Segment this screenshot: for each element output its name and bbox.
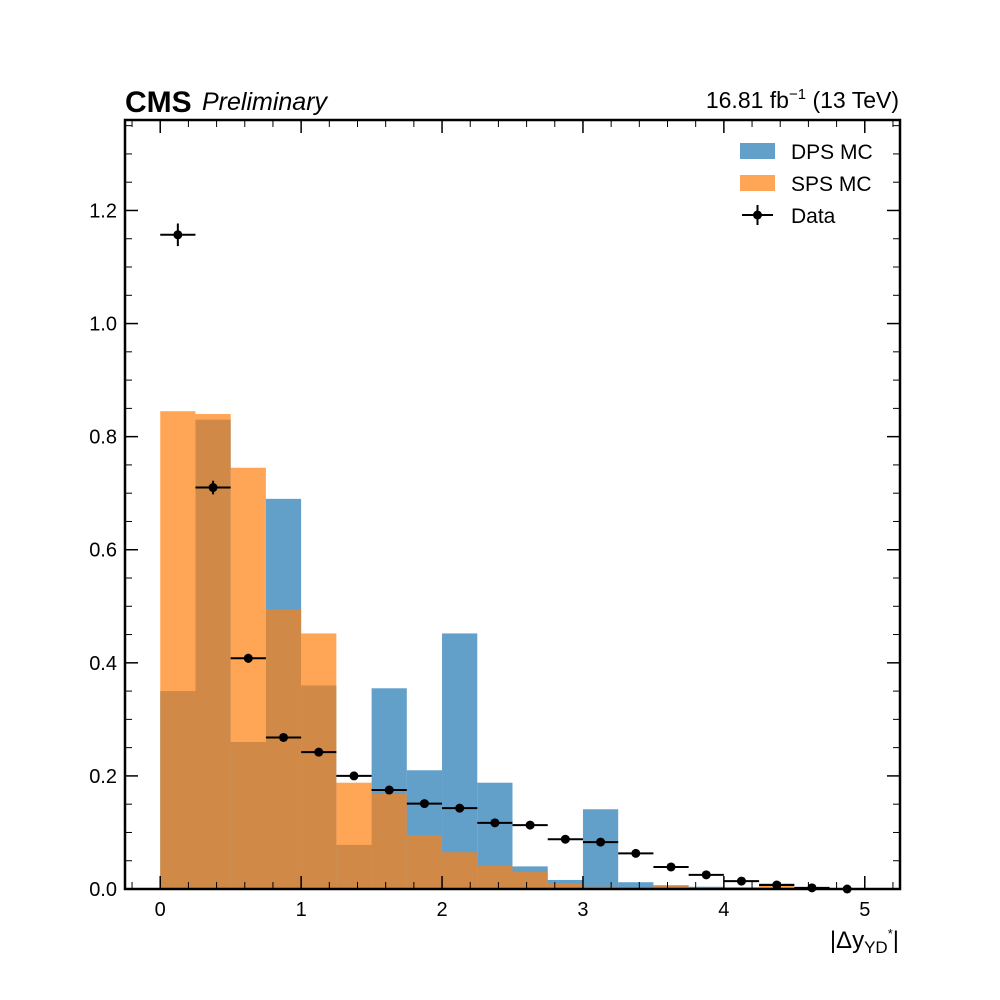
- data-point: [419, 799, 429, 809]
- legend-swatch-data: [753, 210, 762, 220]
- y-tick-label: 0.2: [89, 766, 117, 788]
- x-label-superscript: *: [888, 926, 893, 941]
- legend-swatch-dps-mc: [740, 143, 775, 159]
- y-tick-label: 0.4: [89, 653, 117, 675]
- x-tick-label: 1: [296, 899, 307, 921]
- sps-mc-bar: [336, 782, 372, 889]
- data-point: [208, 483, 218, 493]
- data-point: [560, 834, 570, 844]
- dps-mc-bar: [582, 809, 619, 889]
- legend: DPS MC SPS MC Data: [740, 141, 873, 228]
- status-label: Preliminary: [202, 88, 329, 116]
- energy-value: (13 TeV): [812, 87, 899, 113]
- data-points: [160, 223, 865, 894]
- x-label-delta: Δ: [836, 927, 852, 954]
- x-label-bar-left: |: [830, 927, 836, 954]
- axis-tick-labels: 0 1 2 3 4 5 0.0 0.2 0.4 0.6 0.8 1.0 1.2: [89, 200, 870, 921]
- legend-swatch-sps-mc: [740, 175, 775, 191]
- data-point: [631, 848, 641, 858]
- sps-mc-bar: [653, 885, 689, 889]
- legend-label-data: Data: [791, 205, 836, 228]
- dps-mc-bar: [442, 633, 478, 889]
- sps-mc-bar: [512, 872, 548, 889]
- y-tick-label: 0.8: [89, 427, 117, 449]
- y-tick-label: 0.6: [89, 540, 117, 562]
- data-point: [596, 837, 606, 847]
- data-point: [736, 876, 746, 886]
- data-point: [490, 818, 500, 828]
- chart-header: CMS Preliminary 16.81 fb−1 (13 TeV): [125, 86, 899, 119]
- data-point: [243, 653, 253, 663]
- y-tick-label: 0.0: [89, 879, 117, 901]
- x-label-variable: y: [852, 927, 864, 954]
- x-label-bar-right: |: [893, 927, 899, 954]
- histogram-bars: [160, 411, 830, 889]
- lumi-value: 16.81 fb: [706, 87, 789, 113]
- dps-mc-bar: [618, 882, 654, 889]
- x-tick-label: 0: [155, 899, 166, 921]
- sps-mc-bar: [442, 852, 478, 889]
- sps-mc-bar: [406, 835, 443, 889]
- data-point: [349, 771, 359, 781]
- data-point: [455, 803, 465, 813]
- x-tick-label: 5: [859, 899, 870, 921]
- data-point: [384, 785, 394, 795]
- x-tick-label: 2: [436, 899, 447, 921]
- experiment-label: CMS: [125, 86, 192, 119]
- data-point: [666, 862, 676, 872]
- sps-mc-bar: [547, 883, 583, 889]
- lumi-exponent: −1: [789, 86, 806, 103]
- y-tick-label: 1.0: [89, 314, 117, 336]
- data-point: [173, 230, 183, 240]
- sps-mc-bar: [477, 865, 513, 889]
- x-tick-label: 3: [577, 899, 588, 921]
- data-point: [279, 732, 289, 742]
- y-tick-label: 1.2: [89, 200, 117, 222]
- x-tick-label: 4: [718, 899, 729, 921]
- data-point: [701, 870, 711, 880]
- data-point: [314, 747, 324, 757]
- sps-mc-bar: [301, 633, 337, 889]
- sps-mc-bar: [230, 467, 266, 889]
- sps-mc-bar: [265, 609, 302, 889]
- plot-frame: [123, 118, 902, 891]
- sps-mc-bar: [160, 411, 196, 889]
- data-point: [772, 880, 782, 890]
- x-axis-label: |ΔyYD*|: [830, 926, 899, 957]
- luminosity-label: 16.81 fb−1 (13 TeV): [706, 86, 899, 113]
- data-point: [525, 820, 535, 830]
- sps-mc-bar: [371, 794, 407, 889]
- legend-label-dps-mc: DPS MC: [791, 141, 873, 164]
- x-label-subscript: YD: [864, 938, 888, 957]
- legend-label-sps-mc: SPS MC: [791, 173, 872, 196]
